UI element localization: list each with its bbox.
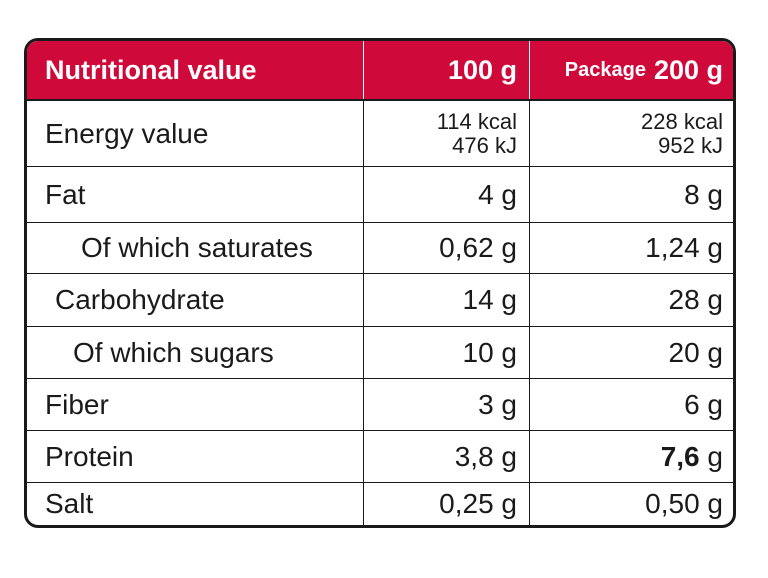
row-per100: 3 g	[363, 379, 529, 430]
table-row-fat: Fat 4 g 8 g	[27, 167, 733, 223]
row-label: Carbohydrate	[55, 284, 225, 315]
energy-kj-100g: 476 kJ	[452, 132, 517, 158]
header-100g: 100 g	[363, 41, 529, 99]
row-label: Of which saturates	[81, 232, 313, 263]
header-package-prefix: Package	[564, 58, 646, 81]
table-row-salt: Salt 0,25 g 0,50 g	[27, 483, 733, 525]
protein-package-value: 7,6	[660, 440, 700, 472]
table-row-fiber: Fiber 3 g 6 g	[27, 379, 733, 431]
nutrition-table: Nutritional value 100 g Package 200 g En…	[24, 38, 736, 528]
row-package: 28 g	[529, 274, 733, 326]
table-row-carbohydrate: Carbohydrate 14 g 28 g	[27, 274, 733, 327]
row-label: Fiber	[45, 388, 109, 420]
row-per100: 0,62 g	[363, 223, 529, 273]
row-per100: 0,25 g	[363, 483, 529, 525]
header-package: Package 200 g	[529, 41, 733, 99]
row-per100: 14 g	[363, 274, 529, 326]
energy-kj-package: 952 kJ	[658, 132, 723, 158]
row-package: 20 g	[529, 327, 733, 378]
row-per100: 10 g	[363, 327, 529, 378]
row-package: 8 g	[529, 167, 733, 222]
row-label: Of which sugars	[73, 336, 274, 368]
row-label: Fat	[45, 178, 86, 210]
row-label: Energy value	[45, 117, 209, 149]
row-label: Salt	[45, 488, 94, 519]
protein-package-unit: g	[707, 440, 723, 472]
row-package: 6 g	[529, 379, 733, 430]
table-row-saturates: Of which saturates 0,62 g 1,24 g	[27, 223, 733, 274]
row-per100: 3,8 g	[363, 431, 529, 482]
row-package: 1,24 g	[529, 223, 733, 273]
table-row-energy: Energy value 114 kcal 476 kJ 228 kcal 95…	[27, 101, 733, 167]
energy-kcal-package: 228 kcal	[641, 108, 723, 134]
row-package: 0,50 g	[529, 483, 733, 525]
header-title: Nutritional value	[45, 54, 257, 85]
table-header: Nutritional value 100 g Package 200 g	[27, 41, 733, 101]
row-label: Protein	[45, 440, 134, 472]
row-per100: 4 g	[363, 167, 529, 222]
energy-kcal-100g: 114 kcal	[436, 108, 517, 134]
table-row-protein: Protein 3,8 g 7,6 g	[27, 431, 733, 483]
row-package: 7,6 g	[529, 431, 733, 482]
row-package: 228 kcal 952 kJ	[529, 101, 733, 166]
header-package-amount: 200 g	[653, 54, 723, 85]
table-row-sugars: Of which sugars 10 g 20 g	[27, 327, 733, 379]
row-per100: 114 kcal 476 kJ	[363, 101, 529, 166]
